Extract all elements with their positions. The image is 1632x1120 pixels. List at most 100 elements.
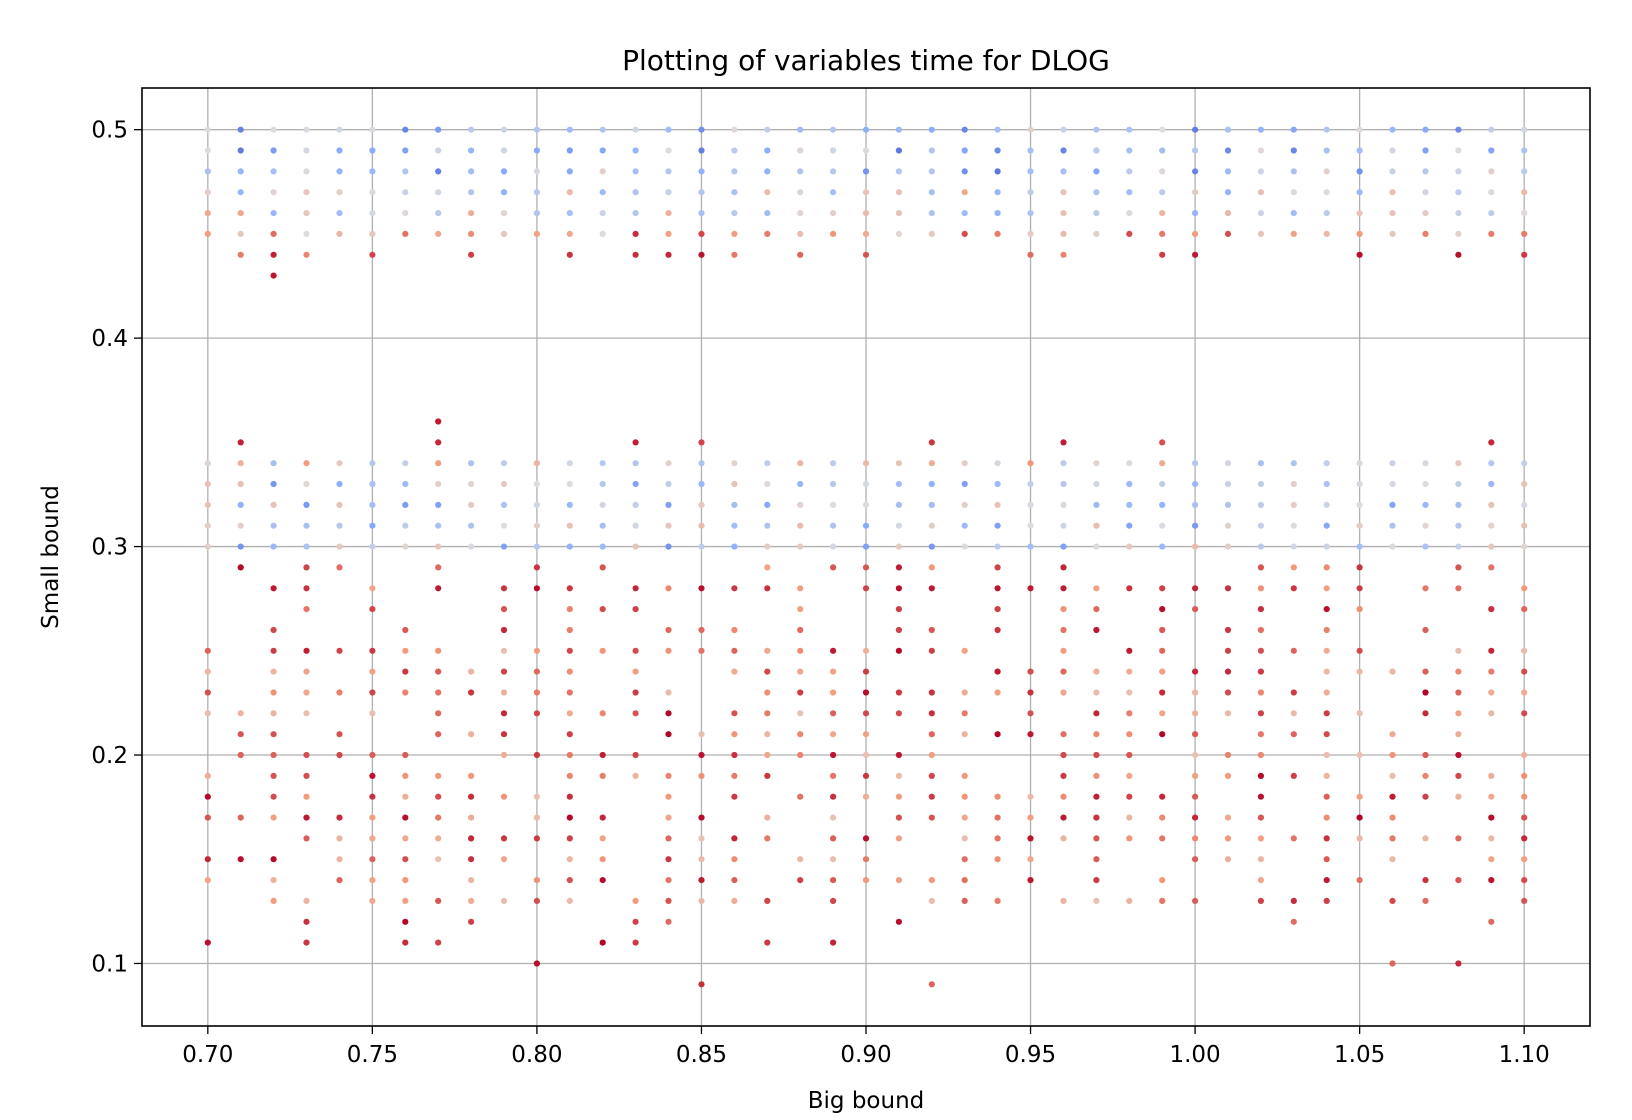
data-point — [1093, 835, 1100, 842]
x-tick-label: 0.95 — [1005, 1042, 1056, 1068]
data-point — [830, 147, 837, 154]
data-point — [270, 168, 277, 175]
data-point — [1060, 564, 1067, 571]
data-point — [632, 522, 639, 529]
data-point — [1455, 689, 1462, 696]
data-point — [500, 689, 508, 696]
data-point — [1455, 168, 1462, 175]
data-point — [797, 877, 804, 884]
data-point — [599, 189, 606, 196]
data-point — [961, 480, 968, 488]
data-point — [402, 480, 409, 488]
data-point — [435, 522, 442, 529]
data-point — [1521, 126, 1528, 133]
data-point — [1159, 626, 1166, 634]
data-point — [1027, 460, 1034, 467]
data-point — [237, 460, 244, 467]
data-point — [928, 439, 935, 446]
data-point — [665, 731, 672, 738]
data-point — [1323, 126, 1330, 133]
data-point — [895, 230, 903, 237]
data-point — [1060, 793, 1067, 800]
data-point — [731, 251, 738, 258]
data-point — [698, 585, 705, 592]
data-point — [1455, 230, 1462, 237]
data-point — [435, 897, 442, 905]
data-point — [994, 147, 1001, 154]
data-point — [566, 168, 573, 175]
data-point — [961, 168, 968, 175]
data-point — [237, 856, 244, 863]
data-point — [533, 960, 541, 967]
data-point — [533, 710, 541, 717]
data-point — [698, 814, 705, 821]
data-point — [204, 668, 211, 675]
data-point — [1521, 689, 1528, 696]
data-point — [402, 793, 409, 800]
data-point — [270, 189, 277, 196]
data-point — [1323, 814, 1330, 821]
data-point — [402, 835, 409, 842]
data-point — [1290, 501, 1297, 508]
data-point — [468, 835, 475, 842]
data-point — [1060, 147, 1067, 154]
data-point — [336, 460, 343, 467]
data-point — [1126, 585, 1133, 592]
data-point — [1521, 647, 1528, 654]
data-point — [764, 835, 771, 842]
data-point — [435, 939, 442, 946]
data-point — [435, 647, 442, 654]
data-point — [1192, 835, 1199, 842]
data-point — [1192, 210, 1199, 217]
data-point — [566, 522, 573, 529]
data-point — [1126, 147, 1133, 154]
data-point — [303, 501, 310, 508]
data-point — [1422, 710, 1429, 717]
data-point — [468, 126, 475, 133]
data-point — [731, 543, 738, 550]
data-point — [961, 877, 968, 884]
data-point — [303, 918, 310, 925]
data-point — [1060, 647, 1067, 654]
data-point — [369, 585, 376, 592]
data-point — [500, 710, 508, 717]
data-point — [1159, 480, 1166, 488]
data-point — [1488, 689, 1495, 696]
data-point — [369, 647, 376, 654]
data-point — [237, 210, 244, 217]
data-point — [1093, 501, 1100, 508]
data-point — [435, 564, 442, 571]
data-point — [764, 751, 771, 759]
data-point — [566, 877, 573, 884]
data-point — [1159, 543, 1166, 550]
data-point — [895, 647, 903, 654]
data-point — [270, 585, 277, 592]
data-point — [1192, 772, 1199, 780]
data-point — [1455, 543, 1462, 550]
data-point — [1488, 439, 1495, 446]
data-point — [1389, 168, 1396, 175]
data-point — [1422, 147, 1429, 154]
data-point — [237, 564, 244, 571]
data-point — [1093, 230, 1100, 237]
data-point — [336, 856, 343, 863]
data-point — [731, 189, 738, 196]
data-point — [1455, 793, 1462, 800]
data-point — [1060, 814, 1067, 821]
data-point — [402, 772, 409, 780]
data-point — [336, 168, 343, 175]
data-point — [764, 939, 771, 946]
data-point — [336, 230, 343, 237]
data-point — [1224, 230, 1232, 237]
data-point — [1027, 856, 1034, 863]
data-point — [204, 814, 211, 821]
data-point — [1521, 480, 1528, 488]
data-point — [566, 710, 573, 717]
data-point — [928, 522, 935, 529]
data-point — [369, 501, 376, 508]
data-point — [1159, 877, 1166, 884]
data-point — [665, 480, 672, 488]
data-point — [237, 480, 244, 488]
data-point — [303, 751, 310, 759]
data-point — [764, 710, 771, 717]
